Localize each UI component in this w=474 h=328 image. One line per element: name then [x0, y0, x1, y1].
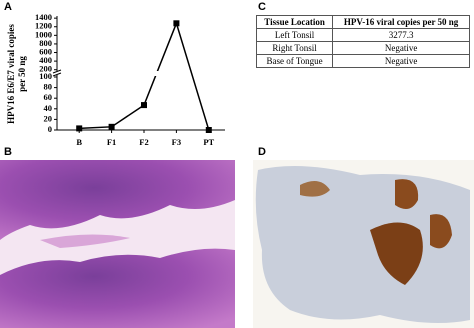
marker	[141, 102, 147, 109]
table-cell: Negative	[332, 54, 470, 68]
y-tick-label: 20	[44, 113, 53, 123]
marker	[108, 123, 115, 130]
panel-label: A	[4, 1, 12, 13]
axis-break	[52, 72, 62, 77]
y-tick-label: 400	[39, 55, 52, 65]
histology-image	[0, 160, 235, 328]
line-break-gap	[149, 71, 172, 76]
table-cell: Left Tonsil	[255, 28, 334, 42]
ihc-image	[253, 160, 474, 328]
x-tick-label: F2	[139, 137, 148, 147]
y-tick-label: 1400	[35, 12, 52, 22]
y-tick-label: 40	[44, 103, 53, 113]
y-tick-label: 800	[39, 38, 52, 48]
marker	[76, 125, 83, 132]
data-line	[79, 21, 210, 131]
y-tick-label: 0	[48, 124, 52, 134]
panel-label: C	[258, 1, 266, 13]
table-cell: Negative	[332, 41, 470, 55]
y-tick-label: 600	[39, 46, 52, 56]
table-cell: 3277.3	[332, 28, 470, 42]
table-header: HPV-16 viral copies per 50 ng	[332, 15, 470, 29]
data-table: Tissue Location HPV-16 viral copies per 5…	[255, 15, 470, 68]
y-tick-label: 80	[44, 82, 53, 92]
panel-label: D	[258, 146, 266, 158]
table-header: Tissue Location	[255, 15, 334, 29]
y-tick-label: 1000	[35, 29, 52, 39]
table-cell: Base of Tongue	[255, 54, 334, 68]
y-tick-label: 60	[44, 92, 53, 102]
marker	[173, 20, 180, 27]
y-tick-label: 200	[39, 64, 52, 74]
table-cell: Right Tonsil	[255, 41, 334, 55]
x-tick-label: PT	[203, 137, 214, 147]
y-tick-label: 100	[39, 71, 52, 81]
x-tick-label: B	[76, 137, 82, 147]
panel-label: B	[4, 146, 12, 158]
x-tick-label: F3	[172, 137, 181, 147]
x-tick-label: F1	[107, 137, 116, 147]
axis-break	[52, 69, 62, 74]
y-axis-label: HPV16 E6/E7 viral copies	[6, 24, 16, 124]
y-axis-label: per 50 ng	[17, 56, 27, 92]
y-tick-label: 1200	[35, 21, 52, 31]
